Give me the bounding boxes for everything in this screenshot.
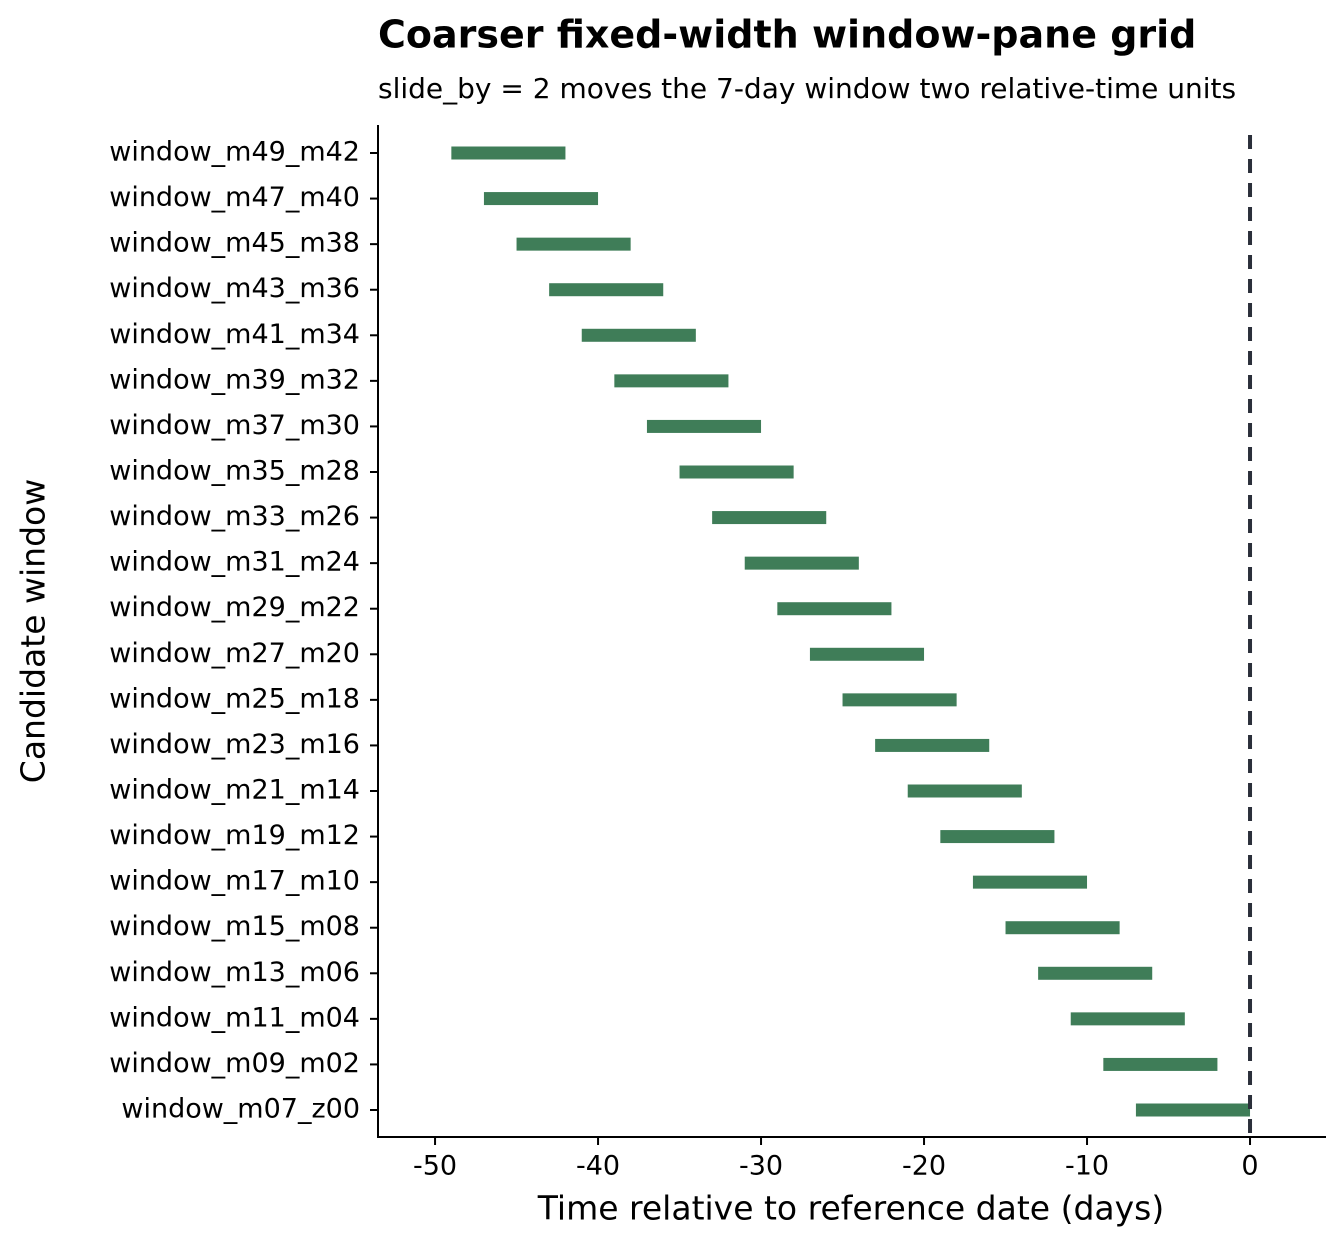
range-bar — [777, 602, 892, 616]
y-tick-label: window_m45_m38 — [109, 228, 360, 259]
y-axis-title: Candidate window — [14, 479, 53, 783]
y-tick-label: window_m09_m02 — [109, 1048, 360, 1079]
range-bar — [1070, 1012, 1185, 1026]
range-bar — [809, 647, 925, 661]
range-bar — [842, 693, 957, 707]
range-bar — [581, 328, 696, 342]
x-tick-label: -10 — [1065, 1151, 1109, 1182]
y-tick-label: window_m49_m42 — [109, 137, 360, 168]
y-tick-label: window_m27_m20 — [109, 638, 360, 669]
y-tick-label: window_m33_m26 — [109, 501, 360, 532]
range-bar — [516, 237, 631, 251]
x-tick-label: -50 — [413, 1151, 457, 1182]
range-bar — [1038, 966, 1153, 980]
range-bar — [646, 419, 762, 433]
range-bar — [483, 192, 599, 206]
range-bar — [744, 556, 859, 570]
range-bar — [875, 738, 990, 752]
x-tick-label: -20 — [902, 1151, 946, 1182]
y-tick-label: window_m13_m06 — [109, 957, 360, 988]
y-tick-label: window_m17_m10 — [109, 866, 360, 897]
y-tick-label: window_m11_m04 — [109, 1002, 360, 1033]
y-tick-label: window_m37_m30 — [109, 410, 360, 441]
y-tick-label: window_m29_m22 — [109, 592, 360, 623]
range-bar — [972, 875, 1088, 889]
y-tick-label: window_m41_m34 — [109, 319, 360, 350]
y-tick-label: window_m21_m14 — [109, 775, 360, 806]
chart-title: Coarser fixed-width window-pane grid — [378, 13, 1196, 57]
range-bar — [679, 465, 794, 479]
range-bar — [614, 374, 729, 388]
y-tick-label: window_m25_m18 — [109, 683, 360, 714]
y-tick-label: window_m47_m40 — [109, 182, 360, 213]
y-tick-label: window_m43_m36 — [109, 273, 360, 304]
y-tick-label: window_m19_m12 — [109, 820, 360, 851]
y-tick-label: window_m15_m08 — [109, 911, 360, 942]
chart-subtitle: slide_by = 2 moves the 7-day window two … — [378, 72, 1236, 105]
x-tick-label: 0 — [1241, 1151, 1258, 1182]
range-bar — [907, 784, 1022, 798]
y-tick-label: window_m23_m16 — [109, 729, 360, 760]
range-bar — [940, 830, 1055, 844]
range-bar — [451, 146, 566, 160]
y-tick-label: window_m39_m32 — [109, 364, 360, 395]
range-bar — [1103, 1057, 1218, 1071]
range-bar — [1005, 921, 1120, 935]
y-tick-label: window_m31_m24 — [109, 547, 360, 578]
x-axis-title: Time relative to reference date (days) — [537, 1189, 1164, 1228]
range-bar — [712, 511, 827, 525]
range-bar — [549, 283, 664, 297]
y-tick-label: window_m07_z00 — [121, 1094, 360, 1125]
x-tick-label: -40 — [576, 1151, 620, 1182]
x-tick-label: -30 — [739, 1151, 783, 1182]
range-bar — [1135, 1103, 1251, 1117]
y-tick-label: window_m35_m28 — [109, 456, 360, 487]
